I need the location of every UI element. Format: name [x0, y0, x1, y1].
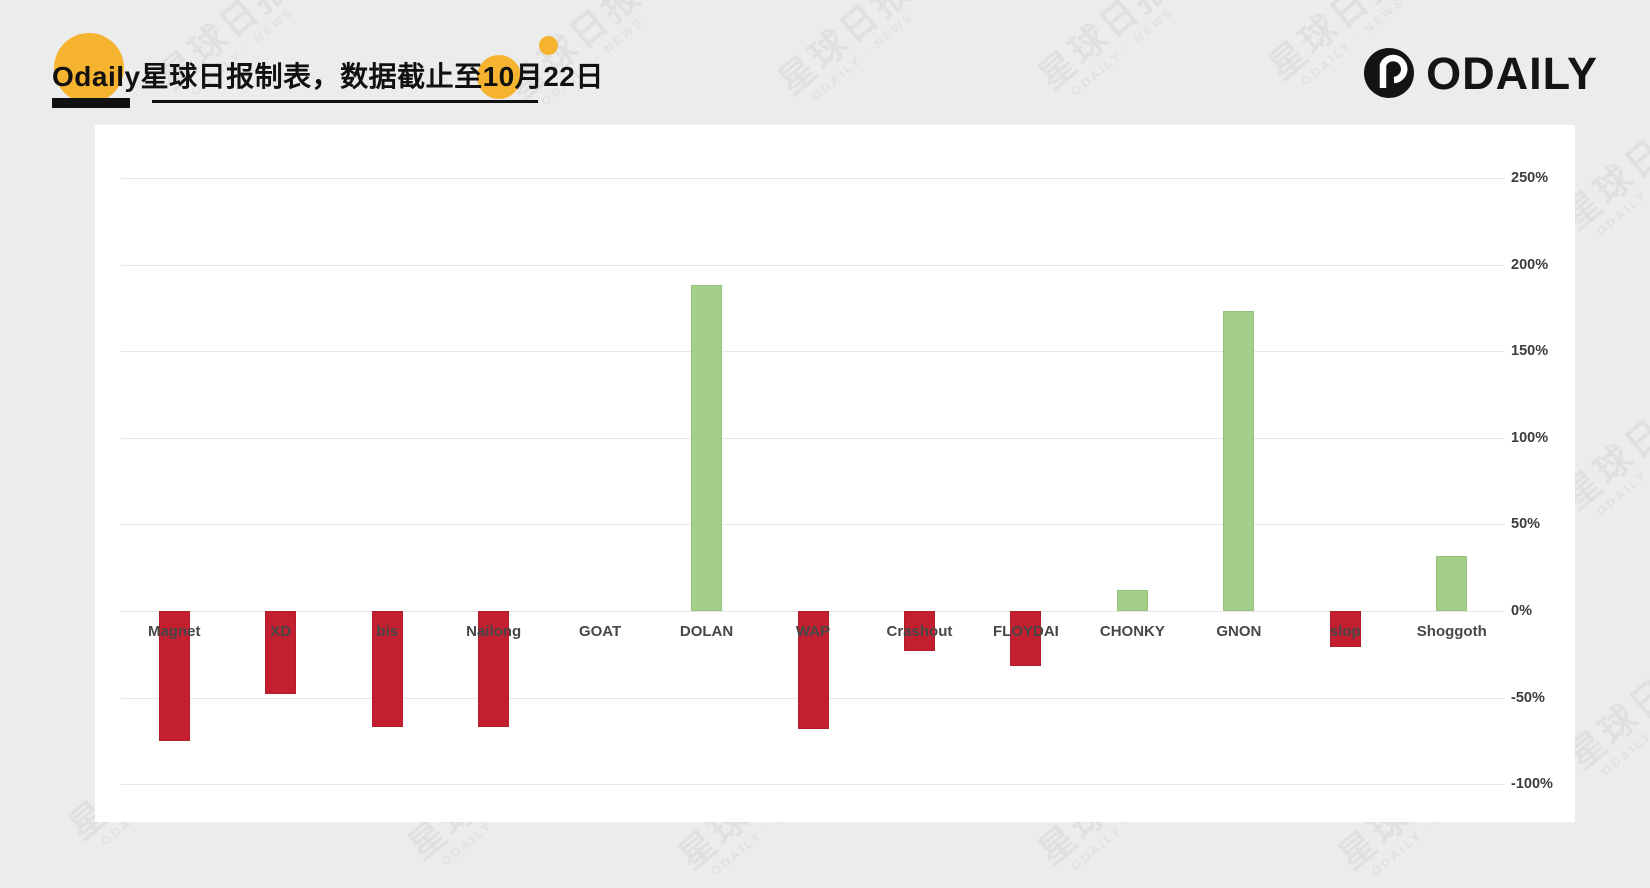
gridline-250 — [121, 178, 1505, 179]
bar-bis — [371, 611, 403, 728]
accent-dot-icon — [539, 36, 558, 55]
y-axis-tick-200: 200% — [1511, 256, 1549, 273]
bar-slop — [1329, 611, 1361, 648]
date-accent-circle — [477, 55, 521, 99]
gridline--100 — [121, 784, 1505, 786]
bar-magnet — [158, 611, 190, 741]
category-label-goat: GOAT — [578, 623, 622, 640]
category-label-shoggoth: Shoggoth — [1416, 623, 1487, 640]
category-label-magnet: Magnet — [147, 623, 201, 640]
gridline-100 — [121, 437, 1505, 439]
bar-chonky — [1116, 590, 1148, 611]
title-accent-circle — [54, 33, 124, 103]
bar-gnon — [1223, 311, 1255, 611]
category-label-dolan: DOLAN — [679, 623, 734, 640]
odaily-brand: ODAILY — [1364, 48, 1598, 98]
bar-shoggoth — [1436, 555, 1468, 611]
category-label-bis: bis — [376, 623, 398, 640]
category-label-chonky: CHONKY — [1099, 623, 1165, 640]
y-axis-tick-150: 150% — [1511, 343, 1549, 360]
title-accent-bar — [52, 98, 130, 108]
y-axis-tick--100: -100% — [1511, 776, 1553, 793]
gridline-200 — [121, 264, 1505, 266]
category-label-wap: WAP — [795, 623, 831, 640]
gridline-50 — [121, 524, 1505, 526]
bar-floydai — [1010, 611, 1042, 667]
header: Odaily星球日报制表，数据截止至10月22日 ODAILY — [0, 0, 1650, 125]
title-underline — [152, 100, 538, 103]
y-axis-tick--50: -50% — [1511, 689, 1545, 706]
y-axis-tick-250: 250% — [1511, 170, 1549, 186]
gridline-150 — [121, 351, 1505, 353]
category-label-crashout: Crashout — [886, 623, 953, 640]
category-label-slop: slop — [1329, 623, 1361, 640]
bar-crashout — [903, 611, 935, 651]
y-axis-tick-100: 100% — [1511, 429, 1549, 446]
category-label-nailong: Nailong — [466, 623, 522, 640]
odaily-logotype: ODAILY — [1426, 47, 1598, 99]
bar-wap — [797, 611, 829, 729]
category-label-xd: XD — [270, 623, 292, 640]
bar-dolan — [691, 285, 723, 611]
chart-panel: 250% 200% 150% 100% 50% 0% -50% -100% Magnet XD bi… — [95, 125, 1575, 822]
category-label-floydai: FLOYDAI — [993, 623, 1059, 640]
bar-xd — [265, 611, 297, 695]
page-title: Odaily星球日报制表，数据截止至10月22日 — [52, 61, 604, 92]
y-axis-tick-50: 50% — [1511, 516, 1541, 533]
y-axis-tick-0: 0% — [1511, 603, 1532, 619]
watermark: 星球日报ODAILY · NEWS — [1561, 643, 1650, 788]
bar-nailong — [478, 611, 510, 728]
category-label-gnon: GNON — [1216, 623, 1262, 640]
odaily-logo-icon — [1364, 48, 1415, 98]
